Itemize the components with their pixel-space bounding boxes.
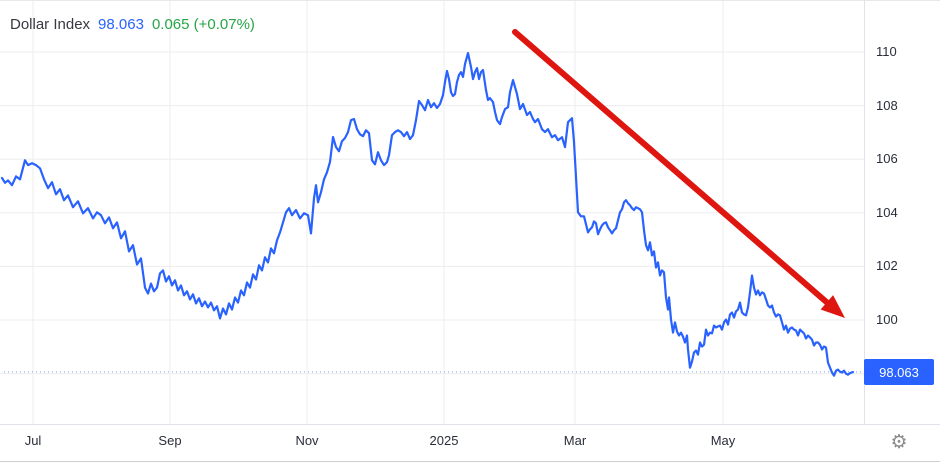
price-change: 0.065 (+0.07%) (151, 16, 255, 33)
price-line-series[interactable] (0, 51, 855, 377)
last-price-value: 98.063 (98, 16, 144, 33)
time-tick-label: Sep (158, 433, 182, 448)
price-tick-label: 110 (876, 44, 897, 59)
price-tick-label: 102 (876, 258, 898, 273)
symbol-name: Dollar Index (10, 16, 91, 33)
trend-arrow-head (820, 295, 845, 318)
last-price-badge-value: 98.063 (879, 364, 919, 380)
time-tick-label: Nov (295, 433, 319, 448)
price-tick-label: 106 (876, 151, 898, 166)
price-scale-border (864, 0, 865, 461)
price-tick-label: 100 (876, 312, 898, 327)
top-border (0, 0, 940, 1)
trend-arrow-shaft[interactable] (512, 29, 834, 309)
time-tick-label: 2025 (429, 433, 459, 448)
price-tick-label: 104 (876, 205, 898, 220)
last-price-badge: 98.063 (864, 359, 934, 385)
time-tick-label: Mar (563, 433, 587, 448)
time-scale[interactable]: Jul Sep Nov 2025 Mar May (0, 424, 940, 462)
time-tick-label: May (710, 433, 736, 448)
time-tick-label: Jul (24, 433, 42, 448)
gear-icon: ⚙ (890, 431, 908, 453)
price-tick-label: 108 (876, 98, 898, 113)
bottom-border (0, 461, 940, 462)
settings-gear-button[interactable]: ⚙ (880, 427, 918, 458)
symbol-header: Dollar Index 98.063 0.065 (+0.07%) (10, 15, 255, 35)
price-scale[interactable]: 110 108 106 104 102 100 (864, 0, 940, 424)
